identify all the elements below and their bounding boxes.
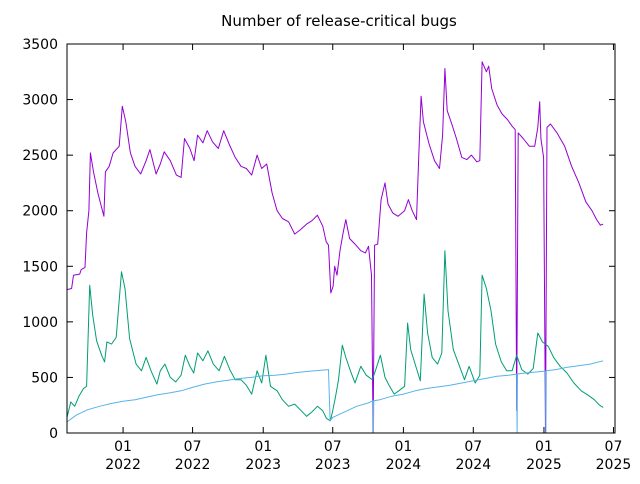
plot-frame xyxy=(66,43,616,434)
axes-layer: 0 500 1000 1500 2000 2500 3000 3500 01 2022 07 2022… xyxy=(22,37,631,473)
y-tick-label: 0 xyxy=(49,426,58,442)
y-tick-label: 3000 xyxy=(22,93,58,109)
x-tick-label-year: 2025 xyxy=(526,457,562,473)
y-tick-label: 1000 xyxy=(22,315,58,331)
x-tick-label-month: 07 xyxy=(464,439,482,455)
series-layer xyxy=(66,61,604,434)
series-line-2 xyxy=(66,250,604,422)
x-tick-label-month: 07 xyxy=(324,439,342,455)
x-tick-label-month: 07 xyxy=(184,439,202,455)
y-tick-label: 500 xyxy=(31,370,58,386)
y-tick-label: 2000 xyxy=(22,204,58,220)
x-tick-label-month: 01 xyxy=(535,439,553,455)
series-line-1 xyxy=(66,61,604,434)
x-tick-label-year: 2025 xyxy=(596,457,632,473)
x-tick-label-month: 01 xyxy=(254,439,272,455)
y-tick-label: 2500 xyxy=(22,148,58,164)
x-tick-label-year: 2022 xyxy=(175,457,211,473)
x-tick-label-year: 2024 xyxy=(386,457,422,473)
chart-title: Number of release-critical bugs xyxy=(221,12,457,30)
x-tick-label-year: 2023 xyxy=(315,457,351,473)
x-tick-label-year: 2024 xyxy=(455,457,491,473)
y-tick-label: 3500 xyxy=(22,37,58,53)
series-line-3 xyxy=(66,360,604,434)
x-tick-label-month: 01 xyxy=(394,439,412,455)
x-tick-label-month: 01 xyxy=(114,439,132,455)
y-tick-label: 1500 xyxy=(22,259,58,275)
x-tick-label-year: 2023 xyxy=(245,457,281,473)
x-tick-label-month: 07 xyxy=(605,439,623,455)
x-tick-label-year: 2022 xyxy=(105,457,141,473)
